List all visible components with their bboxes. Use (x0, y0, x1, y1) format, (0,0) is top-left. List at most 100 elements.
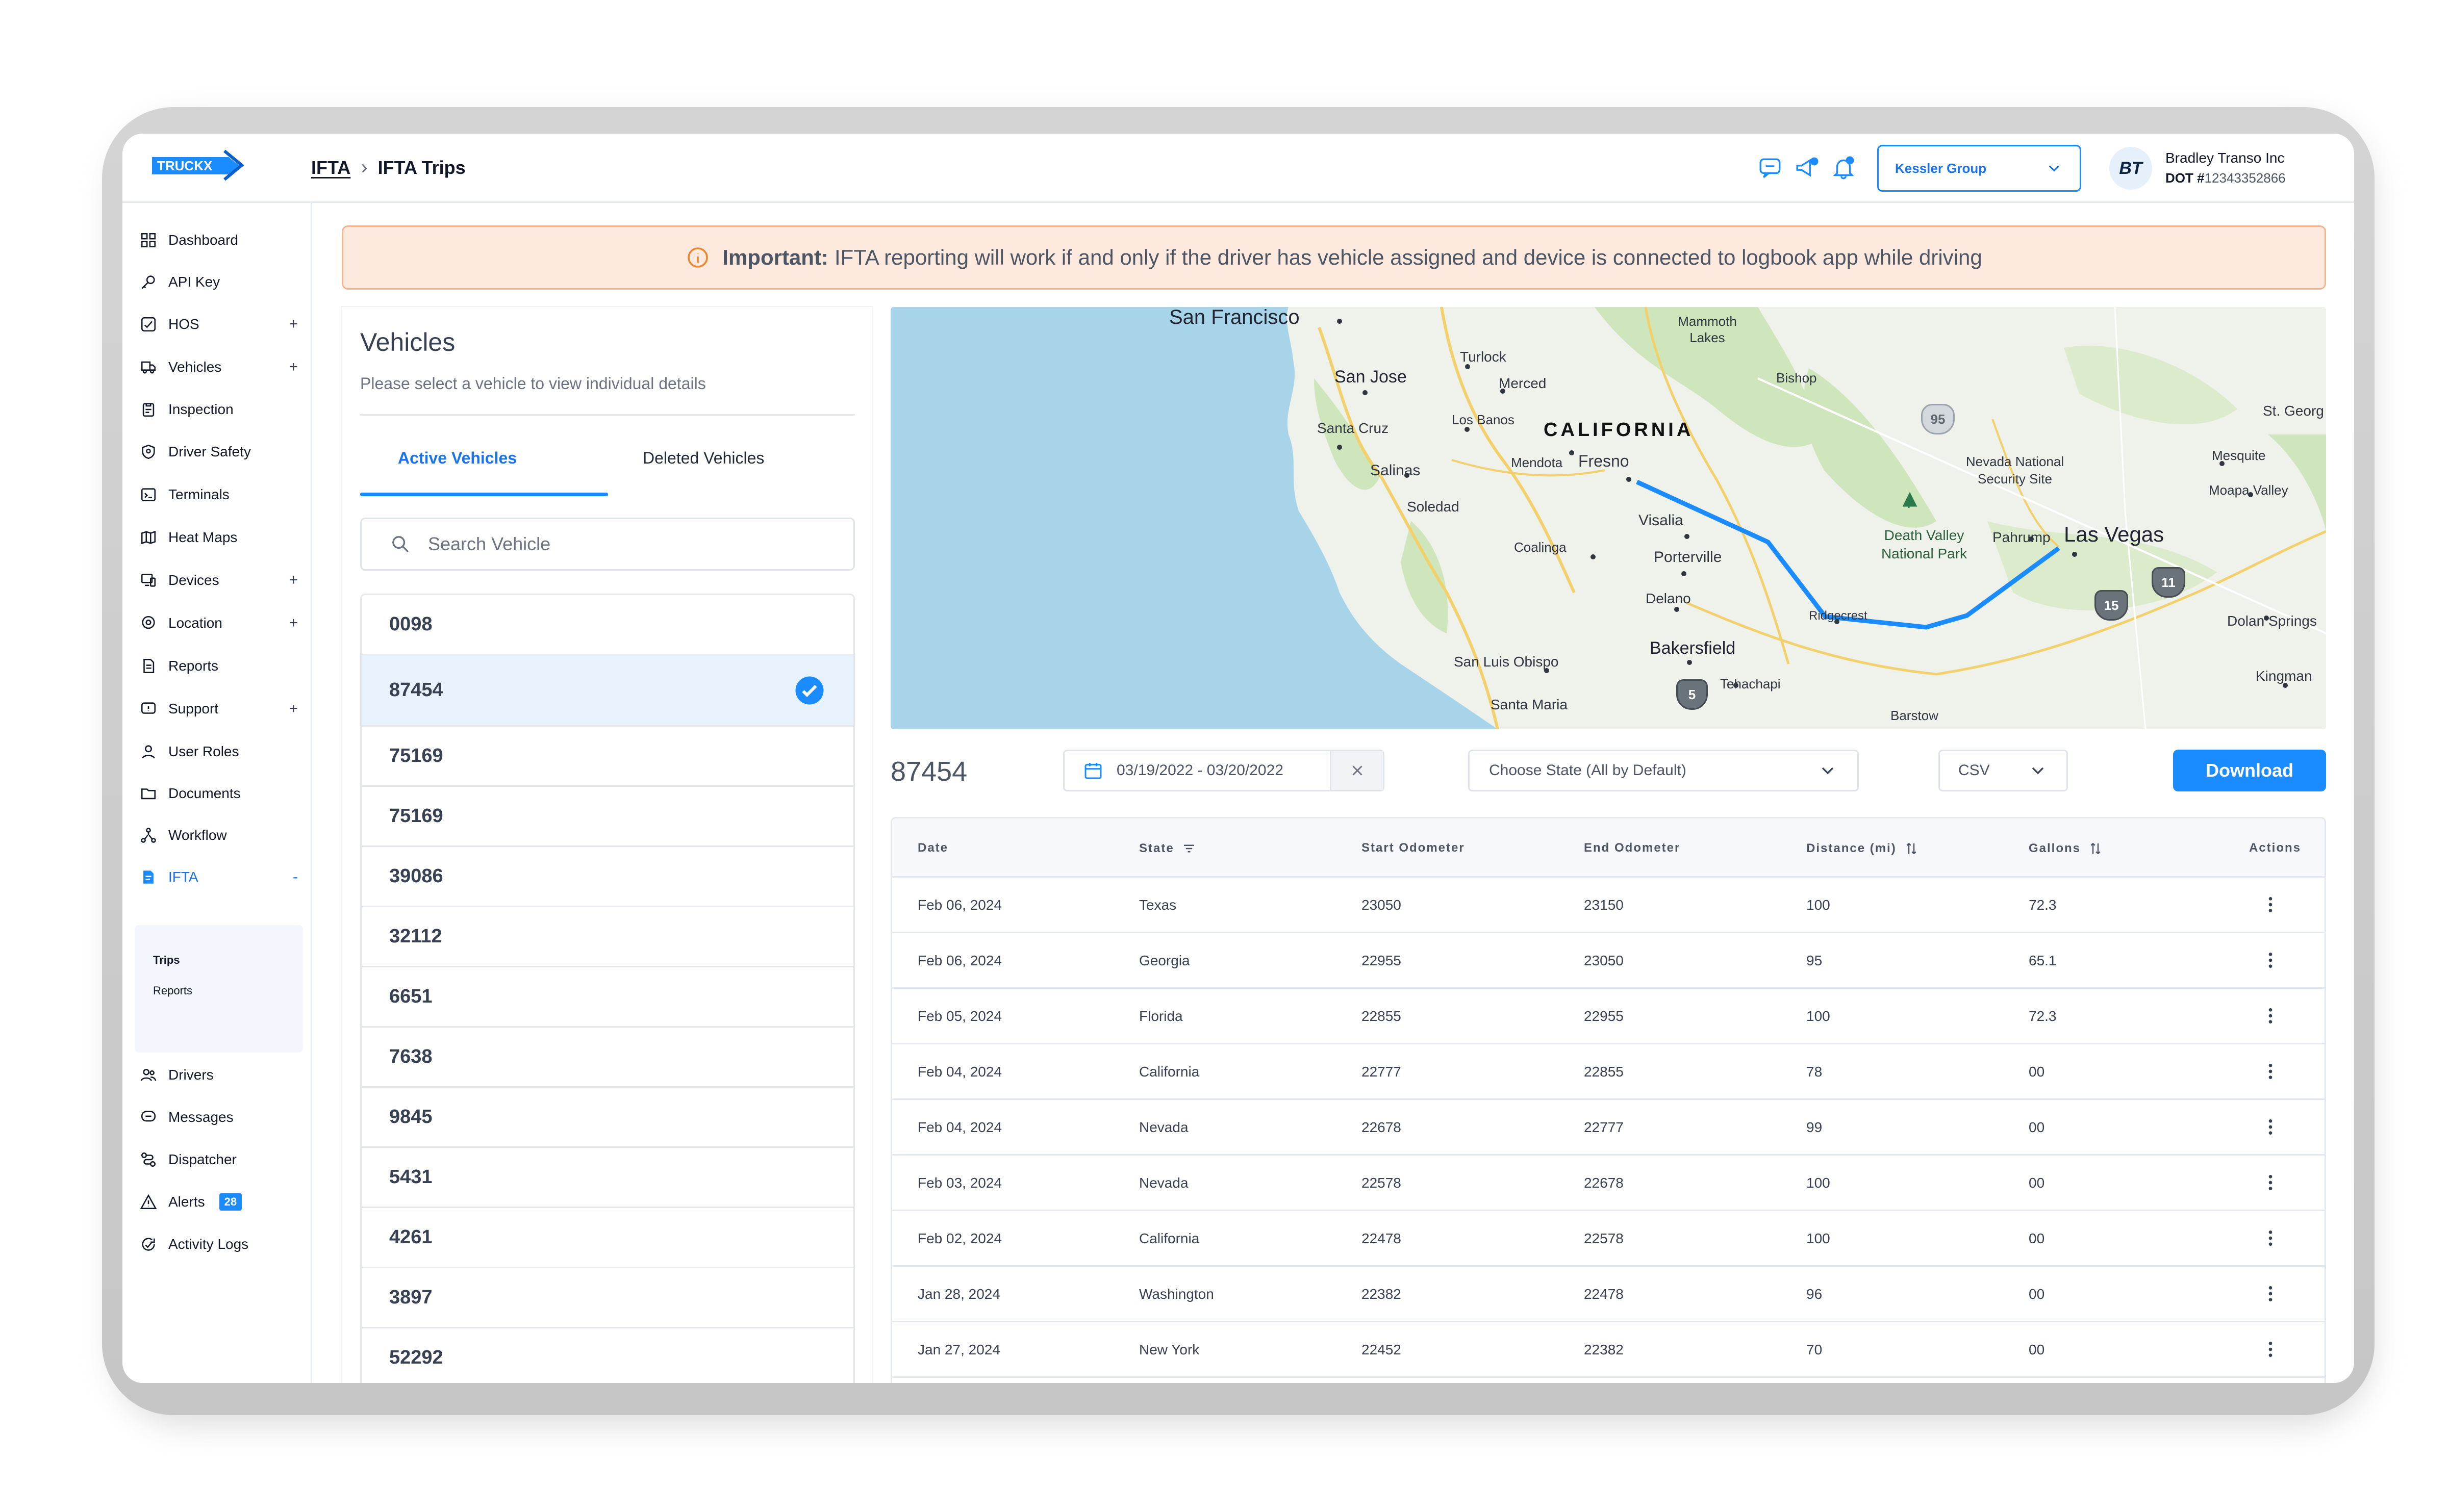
more-vertical-icon[interactable] (2260, 1338, 2281, 1361)
chat-icon[interactable] (1757, 155, 1783, 181)
sidebar-item-label: API Key (168, 274, 220, 290)
more-vertical-icon[interactable] (2260, 1060, 2281, 1083)
more-vertical-icon[interactable] (2260, 1282, 2281, 1305)
cell-gallons: 00 (2029, 1119, 2045, 1135)
search-vehicle-input[interactable]: Search Vehicle (360, 518, 855, 571)
expand-plus-icon[interactable]: + (289, 572, 298, 588)
table-row[interactable]: Feb 04, 2024 California 22777 22855 78 00 (892, 1044, 2325, 1100)
sidebar-item-terminals[interactable]: Terminals (140, 479, 298, 510)
sidebar-item-reports[interactable]: Reports (140, 651, 298, 681)
collapse-minus-icon[interactable]: - (293, 868, 298, 885)
sidebar-item-heat-maps[interactable]: Heat Maps (140, 522, 298, 553)
table-row[interactable]: Feb 02, 2024 California 22478 22578 100 00 (892, 1211, 2325, 1267)
sidebar-item-vehicles[interactable]: Vehicles + (140, 352, 298, 382)
sidebar-item-alerts[interactable]: Alerts 28 (140, 1187, 298, 1217)
filter-icon[interactable] (1181, 841, 1197, 856)
sidebar-item-api-key[interactable]: API Key (140, 267, 298, 297)
more-vertical-icon[interactable] (2260, 1226, 2281, 1250)
sidebar-item-label: Alerts (168, 1194, 205, 1210)
tab-active-vehicles[interactable]: Active Vehicles (398, 449, 517, 467)
sidebar-item-activity-logs[interactable]: Activity Logs (140, 1229, 298, 1260)
sidebar-item-inspection[interactable]: Inspection (140, 394, 298, 425)
sidebar-item-label: User Roles (168, 744, 239, 759)
bell-icon[interactable] (1831, 155, 1856, 181)
column-gallons[interactable]: Gallons (2029, 841, 2103, 856)
vehicle-list-item[interactable]: 3897 (362, 1268, 853, 1328)
vehicle-list-item[interactable]: 39086 (362, 847, 853, 907)
table-row[interactable]: Feb 05, 2024 Florida 22855 22955 100 72.3 (892, 989, 2325, 1044)
map-label-porterville: Porterville (1654, 549, 1722, 566)
trip-route-map[interactable]: 95 15 11 5 San Francisco San Jose Santa … (891, 307, 2326, 729)
vehicle-list-item[interactable]: 52292 (362, 1328, 853, 1383)
expand-plus-icon[interactable]: + (289, 614, 298, 631)
column-end-odometer[interactable]: End Odometer (1584, 841, 1680, 855)
vehicle-list-item[interactable]: 75169 (362, 727, 853, 787)
sidebar-item-documents[interactable]: Documents (140, 778, 298, 809)
state-select[interactable]: Choose State (All by Default) (1468, 750, 1859, 791)
sidebar-item-driver-safety[interactable]: Driver Safety (140, 437, 298, 467)
sidebar-item-devices[interactable]: Devices + (140, 565, 298, 596)
more-vertical-icon[interactable] (2260, 1115, 2281, 1139)
truckx-logo[interactable]: TRUCKX (148, 148, 250, 184)
sidebar-item-messages[interactable]: Messages (140, 1102, 298, 1133)
table-row[interactable]: Jan 28, 2024 Washington 22382 22478 96 00 (892, 1267, 2325, 1322)
vehicle-list-item[interactable]: 9845 (362, 1088, 853, 1148)
clear-date-button[interactable] (1330, 751, 1383, 790)
expand-plus-icon[interactable]: + (289, 700, 298, 717)
vehicle-list-item-selected[interactable]: 87454 (362, 655, 853, 727)
sidebar-item-user-roles[interactable]: User Roles (140, 736, 298, 767)
vehicle-list-item[interactable]: 5431 (362, 1148, 853, 1208)
vehicle-id: 52292 (389, 1347, 443, 1368)
date-range-picker[interactable]: 03/19/2022 - 03/20/2022 (1063, 750, 1384, 791)
vehicle-list-item[interactable]: 7638 (362, 1028, 853, 1088)
megaphone-icon[interactable] (1794, 155, 1820, 181)
map-label-los-banos: Los Banos (1452, 412, 1514, 427)
sidebar-item-dispatcher[interactable]: Dispatcher (140, 1144, 298, 1175)
more-vertical-icon[interactable] (2260, 949, 2281, 972)
company-select[interactable]: Kessler Group (1877, 145, 2081, 192)
vehicle-list-item[interactable]: 4261 (362, 1208, 853, 1268)
expand-plus-icon[interactable]: + (289, 316, 298, 332)
avatar[interactable]: BT (2109, 147, 2152, 190)
table-row[interactable]: Feb 06, 2024 Georgia 22955 23050 95 65.1 (892, 933, 2325, 989)
cell-end-odometer: 22777 (1584, 1119, 1624, 1135)
table-row[interactable]: Jan 27, 2024 New York 22452 22382 70 00 (892, 1322, 2325, 1378)
cell-end-odometer: 23150 (1584, 897, 1624, 913)
expand-plus-icon[interactable]: + (289, 358, 298, 375)
column-distance[interactable]: Distance (mi) (1806, 841, 1919, 856)
table-row[interactable]: Feb 06, 2024 Texas 23050 23150 100 72.3 (892, 878, 2325, 933)
more-vertical-icon[interactable] (2260, 1004, 2281, 1028)
more-vertical-icon[interactable] (2260, 893, 2281, 916)
sidebar-subitem-trips[interactable]: Trips (153, 954, 180, 966)
vehicle-list-item[interactable]: 0098 (362, 595, 853, 655)
column-start-odometer[interactable]: Start Odometer (1361, 841, 1465, 855)
tab-deleted-vehicles[interactable]: Deleted Vehicles (643, 449, 765, 467)
sidebar-item-ifta[interactable]: IFTA - (140, 862, 298, 892)
vehicle-list-item[interactable]: 6651 (362, 967, 853, 1028)
format-select[interactable]: CSV (1938, 750, 2068, 791)
sidebar-item-support[interactable]: Support + (140, 694, 298, 724)
column-date[interactable]: Date (918, 841, 948, 855)
sidebar-item-workflow[interactable]: Workflow (140, 820, 298, 851)
column-state[interactable]: State (1139, 841, 1197, 856)
sidebar-item-location[interactable]: Location + (140, 608, 298, 638)
table-row[interactable]: Feb 03, 2024 Nevada 22578 22678 100 00 (892, 1156, 2325, 1211)
sidebar-item-hos[interactable]: HOS + (140, 309, 298, 340)
vehicle-id: 75169 (389, 745, 443, 766)
download-button[interactable]: Download (2173, 750, 2326, 791)
sidebar-subitem-reports[interactable]: Reports (153, 984, 193, 997)
cell-distance: 95 (1806, 953, 1823, 968)
more-vertical-icon[interactable] (2260, 1171, 2281, 1194)
map-label-fresno: Fresno (1578, 452, 1629, 470)
sort-icon[interactable] (2088, 841, 2103, 856)
sidebar-item-drivers[interactable]: Drivers (140, 1060, 298, 1090)
table-row[interactable]: Feb 04, 2024 Nevada 22678 22777 99 00 (892, 1100, 2325, 1156)
sort-icon[interactable] (1904, 841, 1919, 856)
vehicle-list-item[interactable]: 75169 (362, 787, 853, 847)
cell-end-odometer: 23050 (1584, 953, 1624, 968)
vehicle-list-item[interactable]: 32112 (362, 907, 853, 967)
breadcrumb-ifta-link[interactable]: IFTA (311, 157, 351, 178)
map-label-california: CALIFORNIA (1544, 419, 1694, 441)
sidebar-item-dashboard[interactable]: Dashboard (140, 225, 298, 255)
cell-gallons: 72.3 (2029, 897, 2057, 913)
